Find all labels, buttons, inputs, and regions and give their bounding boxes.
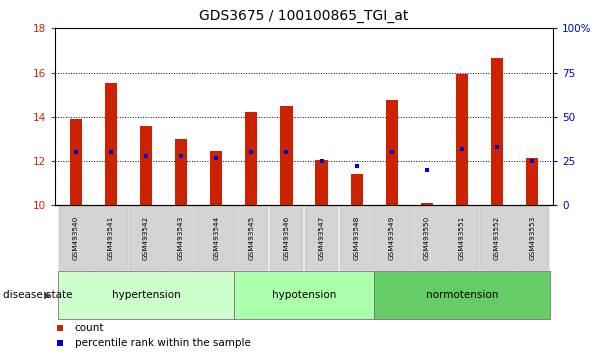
FancyBboxPatch shape <box>374 271 550 319</box>
FancyBboxPatch shape <box>269 206 303 270</box>
FancyBboxPatch shape <box>480 206 514 270</box>
FancyBboxPatch shape <box>340 206 373 270</box>
Bar <box>316 160 328 205</box>
FancyBboxPatch shape <box>410 206 444 270</box>
Text: GSM493548: GSM493548 <box>354 216 360 260</box>
Bar <box>140 126 152 205</box>
Bar <box>70 119 82 205</box>
Text: GSM493547: GSM493547 <box>319 216 325 260</box>
FancyBboxPatch shape <box>516 206 549 270</box>
FancyBboxPatch shape <box>305 206 339 270</box>
Text: GSM493540: GSM493540 <box>73 216 79 260</box>
Text: GSM493551: GSM493551 <box>459 216 465 260</box>
FancyBboxPatch shape <box>129 206 163 270</box>
Text: GSM493552: GSM493552 <box>494 216 500 260</box>
Bar <box>421 203 433 205</box>
Text: count: count <box>75 322 104 332</box>
Text: GSM493546: GSM493546 <box>283 216 289 260</box>
Bar <box>280 106 292 205</box>
Text: hypotension: hypotension <box>272 290 336 300</box>
Bar <box>245 113 257 205</box>
Text: normotension: normotension <box>426 290 498 300</box>
Text: percentile rank within the sample: percentile rank within the sample <box>75 338 250 348</box>
Text: GSM493549: GSM493549 <box>389 216 395 260</box>
Text: GSM493541: GSM493541 <box>108 216 114 260</box>
FancyBboxPatch shape <box>445 206 479 270</box>
Bar <box>526 158 538 205</box>
FancyBboxPatch shape <box>164 206 198 270</box>
FancyBboxPatch shape <box>375 206 409 270</box>
Text: GSM493545: GSM493545 <box>248 216 254 260</box>
FancyBboxPatch shape <box>59 206 92 270</box>
Text: GSM493544: GSM493544 <box>213 216 219 260</box>
Text: GSM493543: GSM493543 <box>178 216 184 260</box>
FancyBboxPatch shape <box>235 206 268 270</box>
Text: hypertension: hypertension <box>112 290 181 300</box>
Text: disease state: disease state <box>3 290 72 300</box>
Text: ▶: ▶ <box>44 290 52 300</box>
Bar <box>105 82 117 205</box>
FancyBboxPatch shape <box>94 206 128 270</box>
Text: GDS3675 / 100100865_TGI_at: GDS3675 / 100100865_TGI_at <box>199 9 409 23</box>
Text: GSM493553: GSM493553 <box>529 216 535 260</box>
Bar <box>351 175 363 205</box>
Text: GSM493550: GSM493550 <box>424 216 430 260</box>
Bar <box>456 74 468 205</box>
Bar <box>491 58 503 205</box>
Bar <box>385 100 398 205</box>
FancyBboxPatch shape <box>58 271 234 319</box>
Bar <box>175 139 187 205</box>
Bar <box>210 151 223 205</box>
FancyBboxPatch shape <box>199 206 233 270</box>
Text: GSM493542: GSM493542 <box>143 216 149 260</box>
FancyBboxPatch shape <box>234 271 374 319</box>
